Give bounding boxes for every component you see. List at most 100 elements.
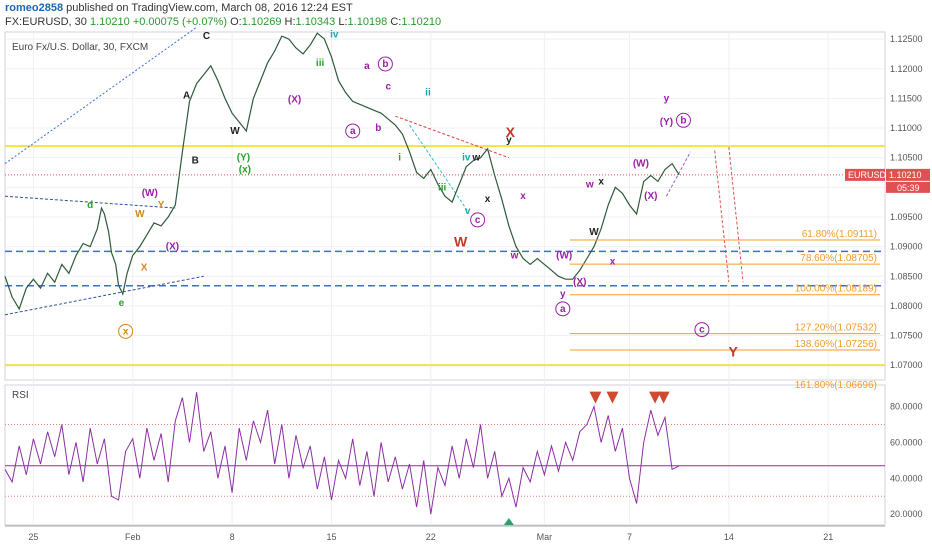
symbol-tag-bg [845, 168, 885, 181]
author-link[interactable]: romeo2858 [5, 2, 64, 14]
wave-label: x [598, 176, 604, 187]
wave-label: c [385, 82, 391, 93]
price-axis-tick: 1.12500 [890, 34, 923, 44]
red-resistance-trendline [395, 115, 510, 159]
wave-label: x [485, 194, 491, 205]
ohlc-line: FX:EURUSD, 30 1.10210 +0.00075 (+0.07%) … [5, 16, 441, 28]
wave-label: W [230, 126, 240, 137]
fib-level-label: 100.00%(1.08189) [795, 284, 877, 295]
wave-label: y [506, 135, 512, 146]
wave-label: (W) [556, 250, 572, 261]
wave-label-circle [118, 323, 134, 339]
wave-label: W [454, 234, 468, 250]
wave-label: w [471, 153, 480, 164]
wave-label: c [699, 325, 705, 336]
close-value: 1.10210 [401, 16, 442, 28]
wave-label: i [398, 153, 401, 164]
price-axis-tick: 1.07500 [890, 331, 923, 341]
wave-label: (Y) [660, 117, 673, 128]
open-value: 1.10269 [241, 16, 282, 28]
close-label: C: [390, 16, 402, 28]
wave-label: y [664, 93, 670, 104]
rsi-axis-tick: 60.0000 [890, 437, 923, 447]
high-label: H: [284, 16, 296, 28]
symbol-label: FX:EURUSD, 30 [5, 16, 87, 28]
wave-label: a [350, 126, 356, 137]
time-axis-tick: 15 [326, 532, 336, 542]
wave-label: b [382, 59, 388, 70]
wave-label-circle [470, 212, 486, 228]
rsi-down-arrow [606, 391, 619, 404]
wave-label: C [203, 31, 210, 42]
rsi-pane-title: RSI [12, 390, 29, 401]
time-axis-tick: 8 [230, 532, 235, 542]
wave-label: e [119, 298, 125, 309]
channel-upper-trendline [4, 26, 197, 165]
triangle-upper-trendline [4, 195, 176, 209]
wave-label: (W) [633, 159, 649, 170]
symbol-tag: EURUSD [848, 170, 887, 180]
rsi-series-line [4, 392, 680, 515]
price-axis-tick: 1.10500 [890, 153, 923, 163]
open-label: O: [230, 16, 242, 28]
wave-label: ii [425, 87, 431, 98]
wave-label: Y [158, 200, 165, 211]
price-axis-tick: 1.09500 [890, 212, 923, 222]
low-label: L: [338, 16, 348, 28]
wave-label: (x) [239, 165, 251, 176]
wave-label: x [123, 326, 129, 337]
time-axis-tick: Mar [537, 532, 553, 542]
price-axis-tick: 1.11000 [890, 123, 922, 133]
time-axis-tick: 22 [426, 532, 436, 542]
fib-level-label: 161.80%(1.06696) [795, 380, 877, 391]
price-axis-tick: 1.08500 [890, 271, 923, 281]
wave-label: (X) [644, 191, 657, 202]
wave-label-circle [555, 301, 571, 317]
wave-label: (X) [166, 242, 179, 253]
wave-label-circle [377, 56, 393, 72]
time-axis-tick: 21 [823, 532, 833, 542]
wave-label: X [506, 124, 516, 140]
wave-label-circle [675, 112, 691, 128]
fib-level-label: 61.80%(1.09111) [802, 229, 877, 240]
price-axis-tick: 1.07000 [890, 360, 923, 370]
countdown-tag-bg [886, 181, 930, 193]
wave-label: w [585, 179, 594, 190]
high-value: 1.10343 [295, 16, 336, 28]
wave-label-circle [694, 322, 710, 338]
wave-label: a [560, 304, 566, 315]
fib-level-label: 78.60%(1.08705) [800, 253, 877, 264]
teal-channel-line [409, 124, 469, 212]
wave-label: A [183, 90, 190, 101]
rsi-down-arrow [657, 391, 670, 404]
price-series-line [4, 32, 680, 311]
wave-label: B [192, 156, 199, 167]
triangle-lower-trendline [4, 275, 204, 316]
wave-label: iii [316, 58, 325, 69]
wave-label: a [364, 61, 370, 72]
price-axis-tick: 1.12000 [890, 64, 923, 74]
wave-label: w [510, 250, 519, 261]
wave-label: (X) [288, 95, 301, 106]
price-axis-tick: 1.09000 [890, 242, 923, 252]
rsi-axis-tick: 40.0000 [890, 473, 923, 483]
wave-label-circle [345, 123, 361, 139]
price-axis-tick: 1.11500 [890, 93, 922, 103]
wave-label: (Y) [237, 153, 250, 164]
forecast-arrow-line-2 [728, 146, 744, 283]
wave-label: iv [330, 29, 339, 40]
last-price-tag: 1.10210 [889, 170, 922, 180]
rsi-axis-tick: 80.0000 [890, 402, 923, 412]
time-axis-tick: 7 [627, 532, 632, 542]
wave-label: iii [438, 182, 447, 193]
wave-label: x [520, 191, 526, 202]
wave-label: W [589, 227, 599, 238]
wave-label: W [135, 209, 145, 220]
wave-label: y [560, 289, 566, 300]
time-axis-tick: 25 [28, 532, 38, 542]
wave-label: iv [462, 153, 471, 164]
rsi-axis-tick: 20.0000 [890, 509, 923, 519]
change-value: +0.00075 (+0.07%) [132, 16, 227, 28]
